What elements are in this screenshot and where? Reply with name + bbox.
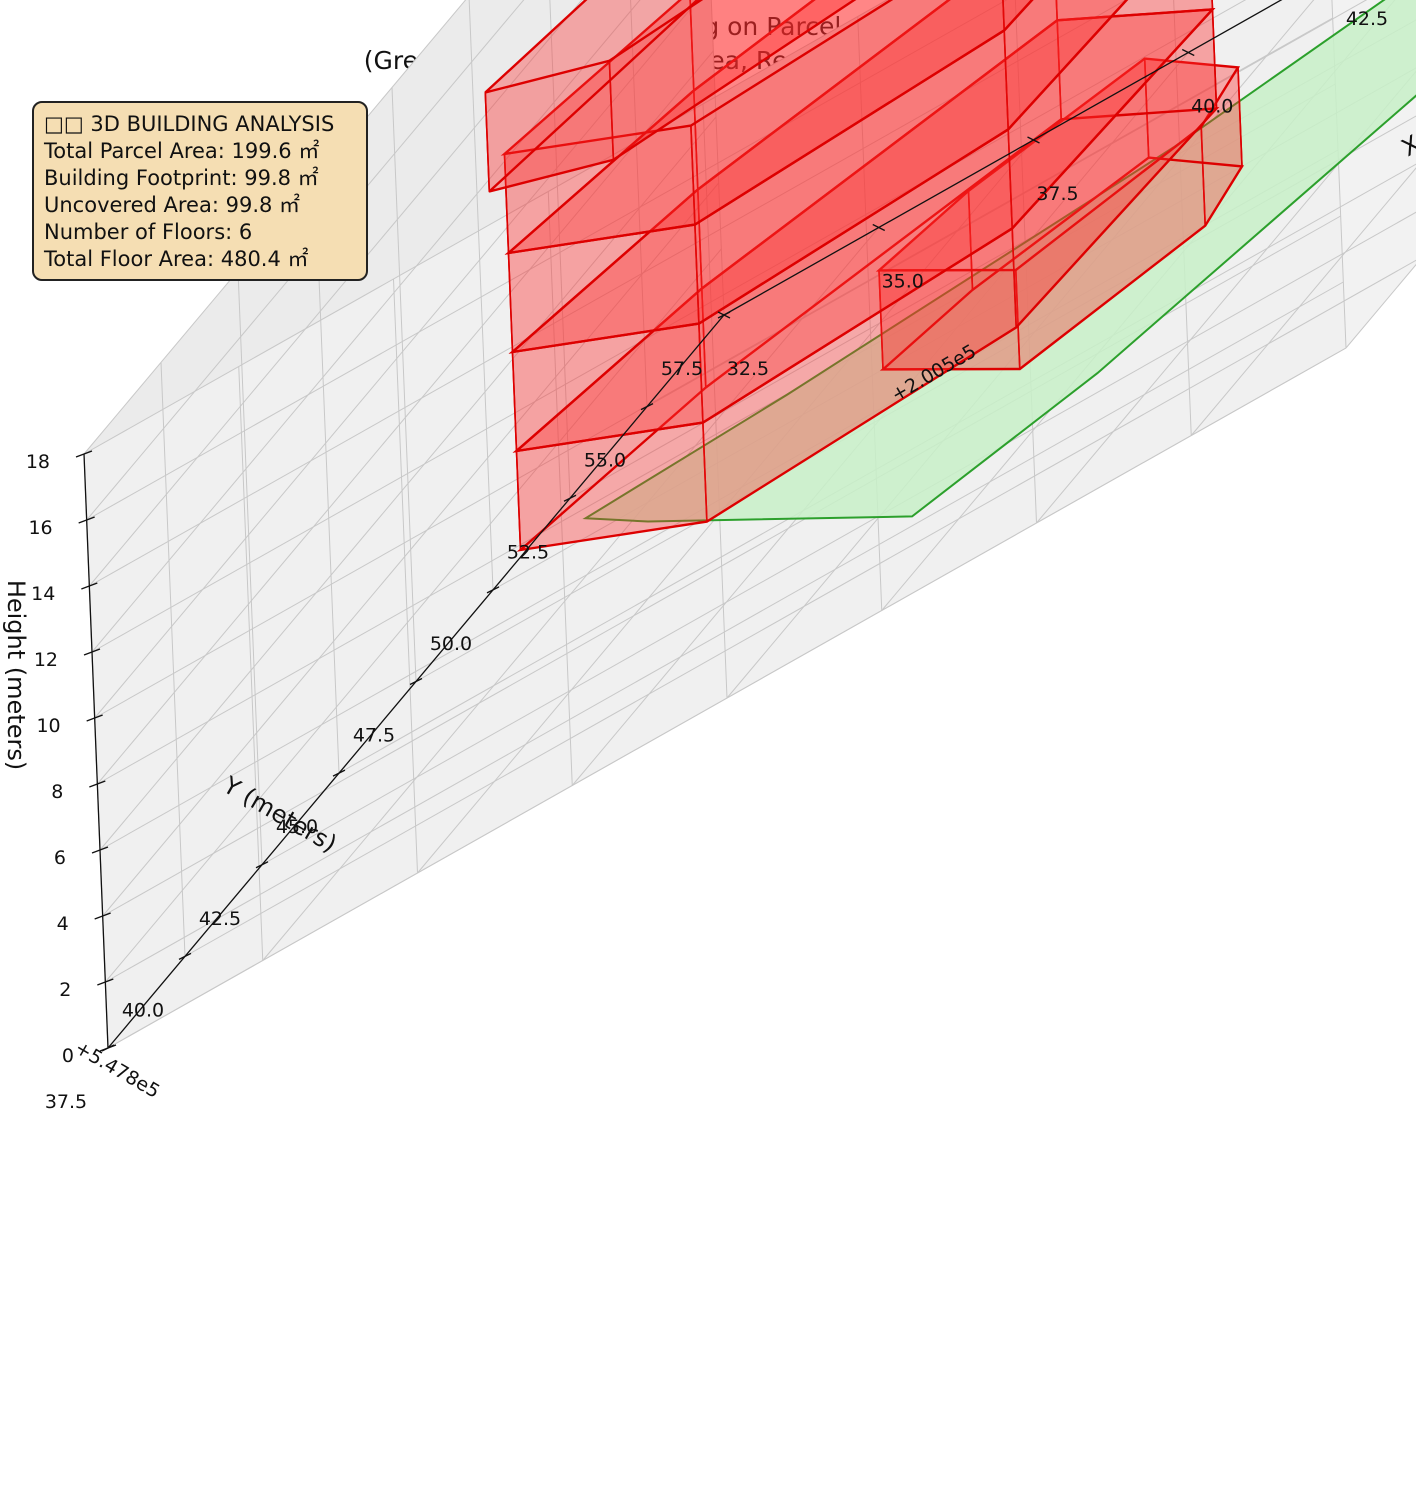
building-slab-bottom-floor-5 (504, 0, 1034, 255)
z-axis-line (83, 453, 109, 1049)
grid-line-x (238, 366, 264, 961)
x-tick-label: 42.5 (1346, 8, 1388, 30)
y-tick-mark (717, 311, 731, 319)
grid-line-z (88, 0, 583, 587)
grid-line-y (391, 87, 417, 682)
z-tick-label: 6 (54, 847, 66, 869)
grid-line-z (94, 17, 1333, 719)
axis-lines (75, 0, 1283, 1052)
y-tick-mark (178, 952, 192, 960)
grid-line-z (102, 182, 720, 917)
z-tick-mark (91, 846, 109, 854)
building-slab-bottom-floor-2 (516, 106, 1220, 552)
building-slab-bottom-floor-3 (512, 7, 1216, 453)
grid-line-z (105, 281, 1344, 983)
z-tick-label: 16 (28, 517, 52, 539)
z-tick-label: 4 (57, 913, 69, 935)
z-tick-mark (75, 450, 93, 458)
z-axis-title: Height (meters) (2, 580, 30, 770)
building-slab-top-floor-6 (484, 0, 704, 94)
y-tick-mark (563, 494, 577, 502)
x-tick-label: 40.0 (1191, 96, 1233, 118)
y-tick-label: 42.5 (199, 908, 241, 930)
building-volume-group (484, 0, 1245, 552)
z-tick-mark (78, 516, 95, 524)
z-tick-mark (81, 582, 98, 590)
info-box-heading: □□ 3D BUILDING ANALYSIS (44, 112, 335, 136)
building-slab-bottom-floor-6 (488, 0, 857, 193)
z-tick-mark (99, 1044, 117, 1052)
z-tick-mark (89, 780, 106, 788)
grid-line-z (107, 347, 1347, 1049)
y-tick-label: 50.0 (430, 633, 472, 655)
info-line-uncovered-area: Uncovered Area: 99.8 ㎡ (44, 193, 301, 217)
y-tick-mark (486, 586, 500, 594)
x-tick-label: 37.5 (1036, 183, 1078, 205)
grid-line-z (99, 116, 717, 851)
x-tick-label: 35.0 (882, 271, 924, 293)
grid-line-z (83, 0, 467, 455)
x-axis-line (723, 0, 1283, 316)
grid-line-y (630, 0, 648, 407)
grid-line-z (94, 0, 699, 719)
grid-line-y (237, 270, 263, 865)
y-tick-label: 37.5 (45, 1091, 87, 1113)
grid-line-z (86, 0, 1008, 521)
info-line-parcel-area: Total Parcel Area: 199.6 ㎡ (44, 139, 320, 163)
grid-line-z (89, 0, 1127, 587)
y-tick-label: 52.5 (507, 541, 549, 563)
grid-line-z (83, 0, 888, 455)
y-tick-mark (409, 677, 423, 686)
z-tick-label: 10 (36, 715, 60, 737)
y-tick-label: 47.5 (353, 725, 395, 747)
grid-line-y (646, 0, 1368, 408)
grid-line-z (86, 0, 525, 521)
grid-line-x (702, 103, 728, 699)
grid-line-z (104, 248, 722, 983)
building-slab-bottom-floor-1 (879, 156, 1245, 371)
z-tick-label: 18 (26, 451, 50, 473)
info-line-building-footprint: Building Footprint: 99.8 ㎡ (44, 166, 319, 190)
grid-line-y (710, 0, 725, 316)
grid-line-x (393, 278, 418, 874)
info-line-total-floor-area: Total Floor Area: 480.4 ㎡ (44, 247, 309, 271)
y-tick-mark (332, 769, 346, 777)
grid-line-x (1190, 167, 1416, 436)
grid-line-y (468, 0, 494, 590)
z-tick-label: 2 (59, 979, 71, 1001)
grid-line-x (1173, 0, 1192, 436)
grid-line-y (160, 362, 186, 957)
x-tick-mark (1181, 48, 1195, 57)
x-tick-label: 32.5 (727, 358, 769, 380)
z-tick-label: 0 (62, 1045, 74, 1067)
y-tick-mark (640, 403, 654, 411)
z-tick-mark (83, 648, 101, 656)
info-line-number-of-floors: Number of Floors: 6 (44, 220, 253, 244)
grid-line-z (91, 0, 1247, 653)
grid-line-y (184, 259, 1416, 957)
x-tick-mark (872, 223, 886, 232)
y-tick-mark (255, 861, 269, 869)
x-tick-mark (1027, 136, 1040, 144)
z-tick-label: 8 (51, 781, 63, 803)
analysis-info-box: □□ 3D BUILDING ANALYSIS Total Parcel Are… (32, 101, 368, 281)
y-tick-label: 55.0 (584, 450, 626, 472)
grid-line-y (549, 0, 571, 499)
y-tick-label: 45.0 (276, 816, 318, 838)
grid-line-x (547, 191, 573, 786)
grid-line-z (96, 50, 714, 785)
z-tick-mark (94, 912, 111, 920)
building-slab-top-floor-1 (875, 57, 1241, 272)
y-tick-label: 40.0 (122, 999, 164, 1021)
z-tick-label: 12 (34, 649, 58, 671)
y-tick-label: 57.5 (661, 358, 703, 380)
z-tick-mark (86, 714, 103, 722)
building-slab-bottom-floor-4 (508, 0, 1129, 354)
z-tick-label: 14 (31, 583, 55, 605)
grid-line-z (91, 0, 641, 653)
z-tick-mark (97, 978, 114, 986)
